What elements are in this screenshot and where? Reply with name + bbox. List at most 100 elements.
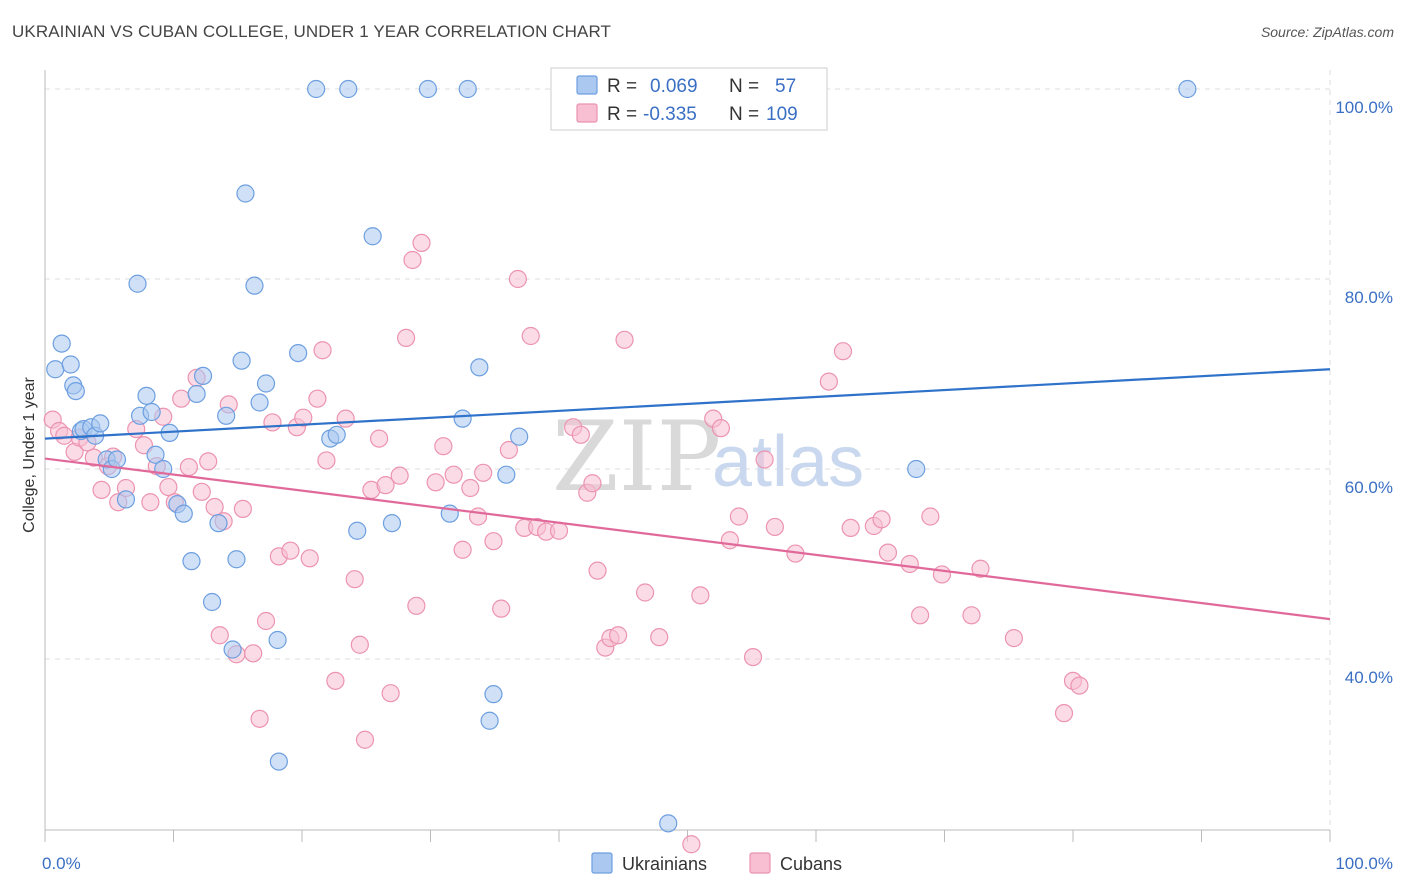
point-ukrainians-45 xyxy=(382,514,402,533)
point-cubans-39 xyxy=(308,389,327,408)
point-cubans-30 xyxy=(244,644,263,663)
point-ukrainians-23 xyxy=(182,552,201,571)
point-cubans-87 xyxy=(720,531,740,550)
axes xyxy=(44,70,1331,842)
point-ukrainians-36 xyxy=(268,630,287,650)
point-ukrainians-43 xyxy=(348,521,367,540)
point-cubans-45 xyxy=(350,635,369,654)
point-cubans-86 xyxy=(711,419,731,438)
point-cubans-29 xyxy=(233,499,252,518)
point-cubans-43 xyxy=(336,409,355,428)
x-tick-label-100: 100.0% xyxy=(1335,854,1393,873)
point-cubans-54 xyxy=(407,596,426,615)
legend-cubans-n-label: N = xyxy=(729,104,759,125)
point-cubans-57 xyxy=(434,437,453,456)
chart-title: UKRAINIAN VS CUBAN COLLEGE, UNDER 1 YEAR… xyxy=(12,22,612,41)
point-cubans-59 xyxy=(453,540,472,559)
point-cubans-84 xyxy=(691,586,710,605)
point-ukrainians-33 xyxy=(245,276,264,295)
point-ukrainians-32 xyxy=(236,184,255,203)
bottom-legend-swatch-ukrainians xyxy=(591,852,613,874)
point-ukrainians-49 xyxy=(458,79,477,99)
point-cubans-56 xyxy=(426,473,445,492)
point-cubans-33 xyxy=(263,413,282,432)
point-cubans-97 xyxy=(872,510,891,529)
trend-lines xyxy=(44,368,1331,621)
point-cubans-99 xyxy=(900,554,919,574)
x-tick-label-0: 0.0% xyxy=(42,854,81,873)
point-ukrainians-48 xyxy=(453,409,472,428)
point-cubans-82 xyxy=(650,628,669,647)
point-ukrainians-54 xyxy=(510,427,529,446)
source-credit: Source: ZipAtlas.com xyxy=(1260,24,1394,40)
point-cubans-50 xyxy=(381,684,400,703)
point-cubans-75 xyxy=(583,474,602,493)
point-ukrainians-17 xyxy=(142,402,161,422)
legend-swatch-cubans xyxy=(576,103,598,123)
point-ukrainians-34 xyxy=(250,393,269,412)
point-ukrainians-52 xyxy=(484,685,503,704)
point-cubans-55 xyxy=(412,233,431,252)
y-tick-label-100: 100.0% xyxy=(1335,98,1393,117)
point-ukrainians-56 xyxy=(907,459,926,479)
point-cubans-95 xyxy=(841,518,860,538)
point-cubans-104 xyxy=(971,559,990,578)
point-ukrainians-30 xyxy=(227,550,246,569)
point-ukrainians-41 xyxy=(327,425,346,444)
point-ukrainians-9 xyxy=(91,414,110,433)
point-ukrainians-14 xyxy=(128,274,147,293)
point-ukrainians-31 xyxy=(232,351,251,370)
point-ukrainians-28 xyxy=(217,406,236,425)
legend-cubans-r-label: R = xyxy=(607,104,637,125)
point-cubans-38 xyxy=(300,549,319,568)
point-cubans-22 xyxy=(192,482,211,501)
point-cubans-61 xyxy=(468,507,488,526)
point-ukrainians-25 xyxy=(193,366,213,385)
y-tick-label-80: 80.0% xyxy=(1345,288,1393,307)
point-ukrainians-2 xyxy=(61,355,80,374)
point-cubans-80 xyxy=(615,330,634,349)
point-cubans-81 xyxy=(635,583,655,602)
point-cubans-49 xyxy=(376,476,395,495)
correlation-legend: R = 0.069 N = 57 R = -0.335 N = 109 xyxy=(550,67,828,131)
point-cubans-76 xyxy=(588,561,607,580)
trend-line-ukrainians xyxy=(44,368,1331,440)
legend-ukrainians-r: 0.069 xyxy=(650,76,698,97)
point-ukrainians-16 xyxy=(137,386,156,405)
point-ukrainians-57 xyxy=(1178,79,1197,99)
point-cubans-41 xyxy=(317,451,336,470)
point-ukrainians-22 xyxy=(174,504,193,523)
point-cubans-7 xyxy=(92,480,111,499)
point-cubans-103 xyxy=(962,606,981,625)
point-cubans-93 xyxy=(819,372,838,391)
legend-cubans-n: 109 xyxy=(766,104,798,125)
legend-cubans-r: -0.335 xyxy=(643,104,697,125)
point-cubans-102 xyxy=(932,565,952,584)
point-cubans-40 xyxy=(313,341,332,360)
point-ukrainians-1 xyxy=(52,334,71,353)
point-cubans-68 xyxy=(521,326,540,346)
data-points xyxy=(43,79,1197,854)
watermark: ZIP atlas xyxy=(552,401,864,513)
point-ukrainians-35 xyxy=(256,374,276,393)
point-cubans-14 xyxy=(141,493,160,512)
point-cubans-37 xyxy=(294,408,313,427)
point-cubans-91 xyxy=(765,517,784,537)
point-cubans-88 xyxy=(729,507,749,526)
point-cubans-65 xyxy=(499,440,518,460)
point-cubans-17 xyxy=(159,477,178,497)
point-cubans-58 xyxy=(444,465,463,484)
point-ukrainians-4 xyxy=(66,382,85,401)
point-ukrainians-13 xyxy=(116,490,136,509)
point-cubans-31 xyxy=(250,709,269,728)
point-cubans-60 xyxy=(461,478,480,498)
point-cubans-101 xyxy=(921,507,940,526)
point-cubans-2 xyxy=(55,426,74,445)
bottom-legend-ukrainians: Ukrainians xyxy=(622,854,707,874)
point-cubans-100 xyxy=(910,606,930,625)
bottom-legend-swatch-cubans xyxy=(749,852,771,874)
point-cubans-52 xyxy=(396,328,416,347)
point-cubans-66 xyxy=(508,269,527,289)
point-cubans-64 xyxy=(492,599,511,618)
